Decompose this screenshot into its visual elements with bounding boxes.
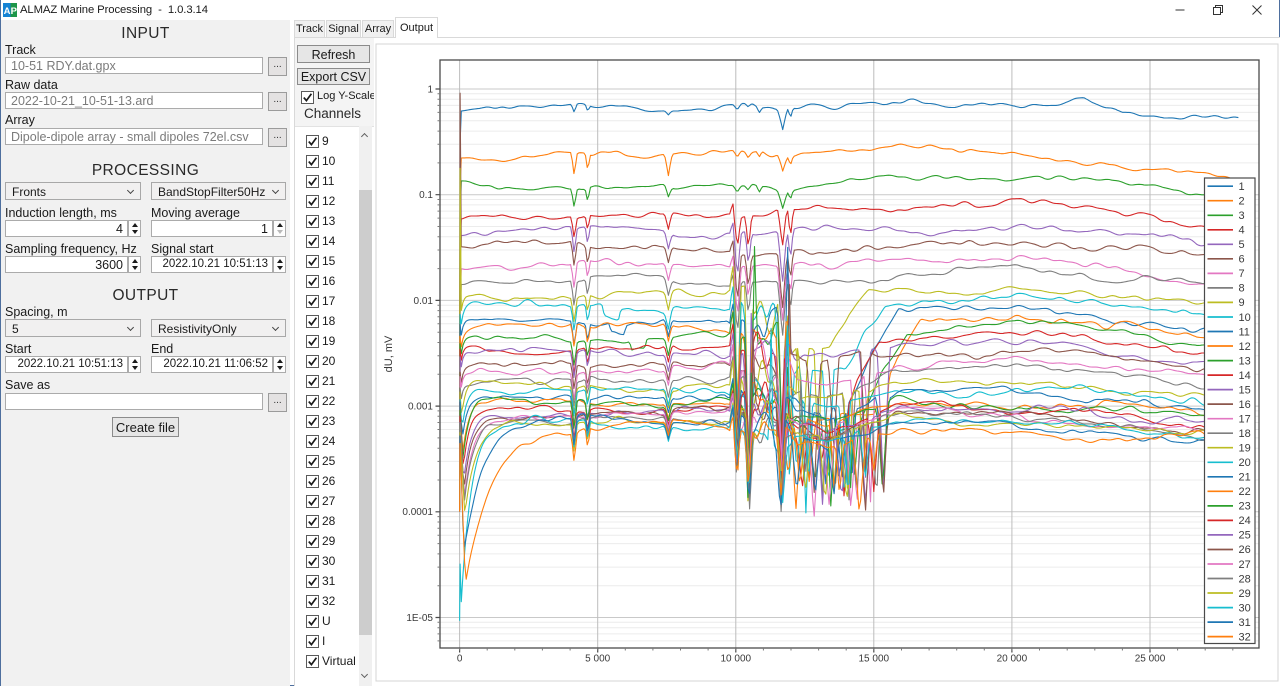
svg-text:11: 11 [1239,326,1250,338]
svg-text:30: 30 [1239,602,1251,614]
svg-text:15: 15 [1239,384,1251,396]
svg-text:9: 9 [1239,297,1245,309]
svg-text:12: 12 [1239,341,1251,353]
svg-text:7: 7 [1239,268,1245,280]
svg-text:20 000: 20 000 [997,654,1028,665]
svg-text:20: 20 [1239,457,1251,469]
svg-text:26: 26 [1239,544,1251,556]
svg-text:25: 25 [1239,530,1251,542]
svg-text:dU, mV: dU, mV [383,335,395,372]
svg-text:22: 22 [1239,486,1251,498]
svg-text:19: 19 [1239,443,1251,455]
svg-text:28: 28 [1239,573,1251,585]
svg-text:2: 2 [1239,196,1245,208]
svg-text:0.0001: 0.0001 [402,507,433,518]
svg-text:1: 1 [427,84,433,95]
svg-text:17: 17 [1239,414,1251,426]
svg-text:1E-05: 1E-05 [406,613,433,624]
svg-text:0.001: 0.001 [408,402,433,413]
svg-text:18: 18 [1239,428,1251,440]
svg-text:8: 8 [1239,283,1245,295]
svg-text:25 000: 25 000 [1135,654,1166,665]
svg-text:4: 4 [1239,225,1245,237]
svg-text:P: P [11,6,17,17]
svg-text:5 000: 5 000 [585,654,610,665]
svg-text:21: 21 [1239,472,1251,484]
svg-text:13: 13 [1239,355,1251,367]
svg-text:A: A [4,6,11,17]
svg-text:5: 5 [1239,239,1245,251]
svg-text:0.01: 0.01 [414,296,434,307]
svg-text:10 000: 10 000 [721,654,752,665]
svg-text:6: 6 [1239,254,1245,266]
svg-text:27: 27 [1239,559,1251,571]
svg-text:32: 32 [1239,631,1251,643]
svg-text:1: 1 [1239,181,1245,193]
svg-text:0: 0 [457,654,463,665]
svg-text:10: 10 [1239,312,1251,324]
svg-text:16: 16 [1239,399,1251,411]
svg-text:29: 29 [1239,588,1251,600]
svg-text:3: 3 [1239,210,1245,222]
svg-text:0.1: 0.1 [419,190,433,201]
svg-text:15 000: 15 000 [859,654,890,665]
svg-text:14: 14 [1239,370,1251,382]
svg-text:23: 23 [1239,501,1251,513]
svg-text:24: 24 [1239,515,1251,527]
svg-text:31: 31 [1239,617,1251,629]
